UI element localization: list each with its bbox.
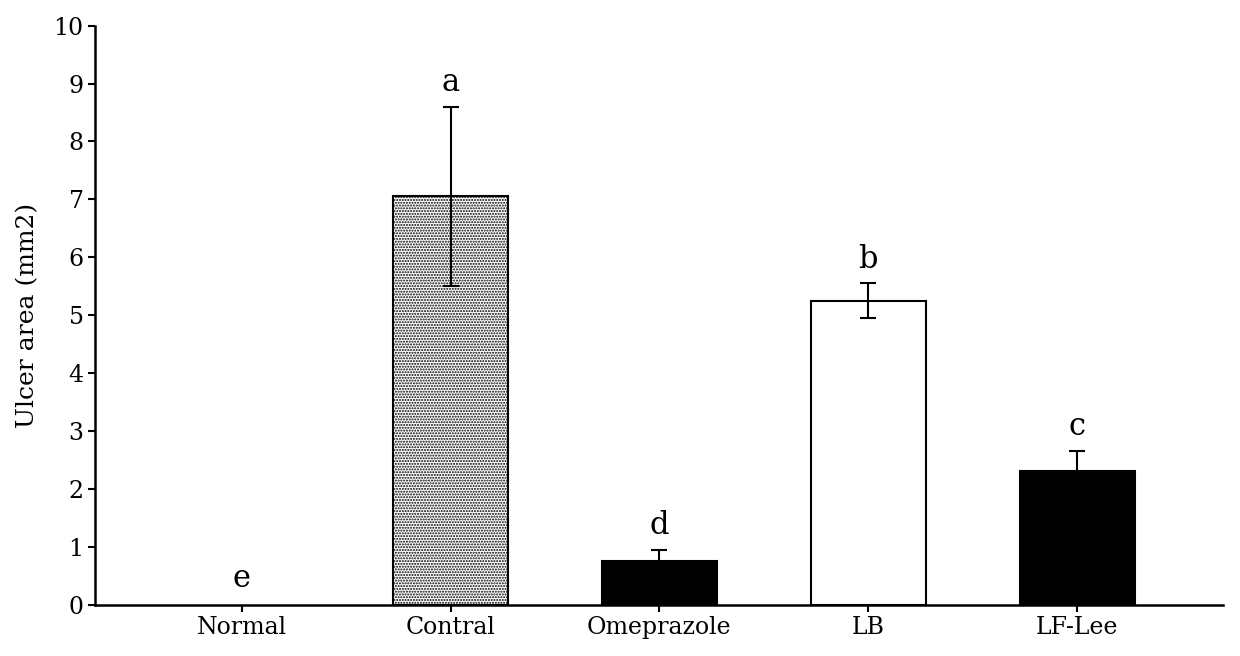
Bar [1019,472,1135,605]
Bar [393,196,508,605]
Text: a: a [441,67,460,98]
Text: b: b [858,243,878,275]
Text: c: c [1069,411,1086,442]
Y-axis label: Ulcer area (mm2): Ulcer area (mm2) [16,203,40,428]
Bar [601,561,717,605]
Text: d: d [650,510,670,541]
Bar [811,300,926,605]
Text: e: e [233,563,250,594]
